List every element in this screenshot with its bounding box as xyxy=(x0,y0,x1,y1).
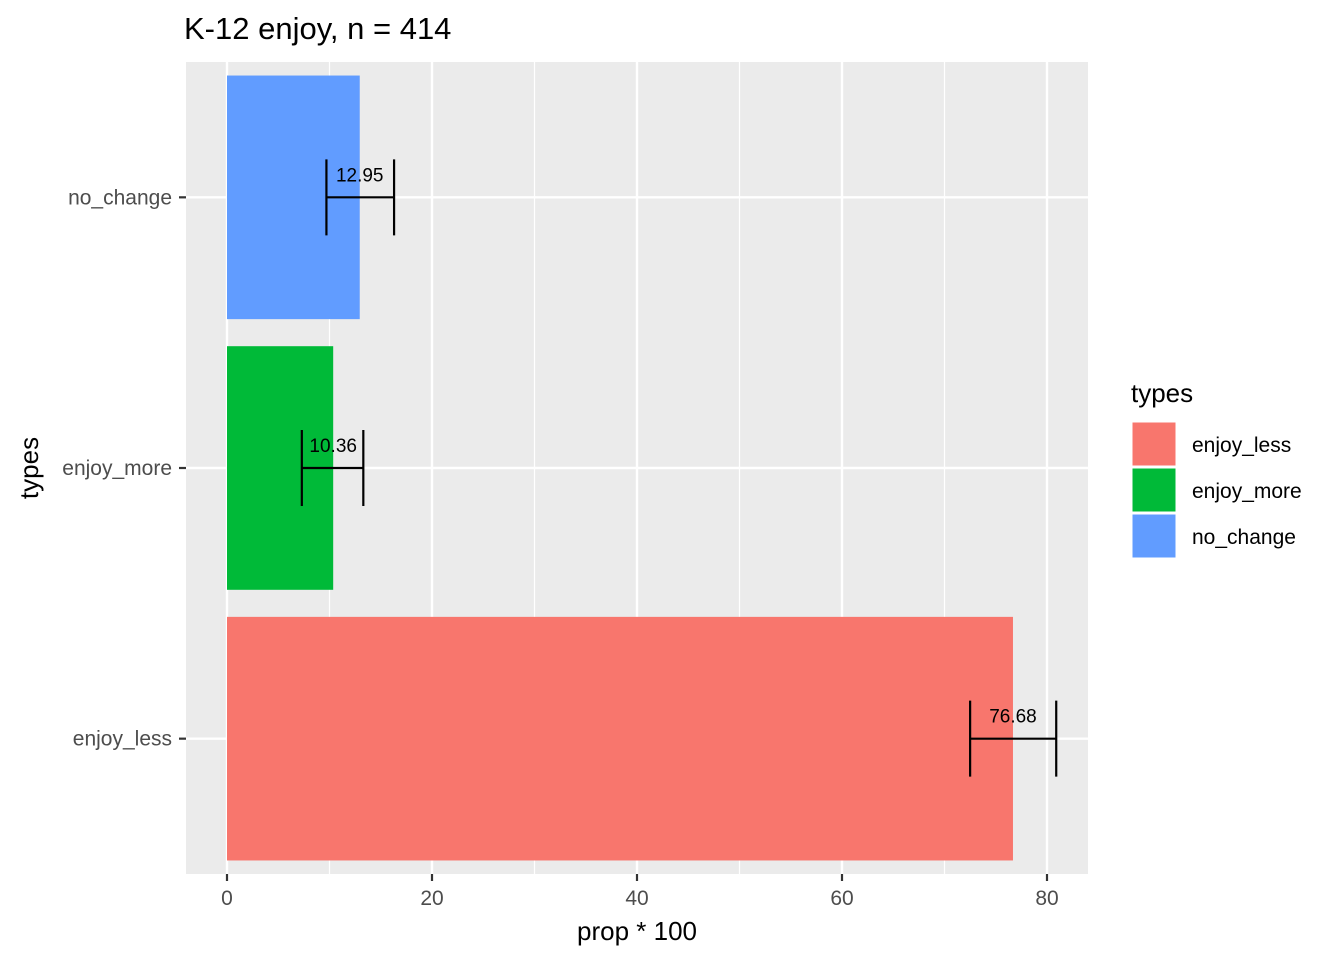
error-bars xyxy=(300,159,1058,777)
legend-key-enjoy-more xyxy=(1131,467,1177,513)
x-tick-label: 60 xyxy=(830,887,853,910)
x-tick-label: 80 xyxy=(1035,887,1058,910)
chart-title: K-12 enjoy, n = 414 xyxy=(184,11,451,46)
error-bar-no-change xyxy=(325,159,396,236)
legend-label-no-change: no_change xyxy=(1192,526,1296,549)
legend: types enjoy_less enjoy_more no_change xyxy=(1131,378,1302,559)
error-bar-enjoy-less xyxy=(969,700,1058,777)
y-tick-label: enjoy_more xyxy=(62,457,172,480)
x-axis-title: prop * 100 xyxy=(577,916,697,946)
x-tick-label: 20 xyxy=(420,887,443,910)
data-label-enjoy-less: 76.68 xyxy=(989,707,1037,728)
legend-label-enjoy-more: enjoy_more xyxy=(1192,480,1302,503)
data-label-no-change: 12.95 xyxy=(336,165,384,186)
legend-label-enjoy-less: enjoy_less xyxy=(1192,434,1291,457)
data-label-enjoy-more: 10.36 xyxy=(309,436,357,457)
error-bar-enjoy-more xyxy=(300,430,365,506)
x-tick-label: 40 xyxy=(625,887,648,910)
x-axis: 0 20 40 60 80 xyxy=(221,874,1059,910)
y-tick-label: no_change xyxy=(68,186,172,209)
x-tick-label: 0 xyxy=(221,887,233,910)
y-axis: enjoy_less enjoy_more no_change xyxy=(62,186,186,751)
data-labels: 76.68 10.36 12.95 xyxy=(309,165,1036,727)
legend-key-no-change xyxy=(1131,513,1177,559)
bars xyxy=(227,75,1013,861)
y-tick-label: enjoy_less xyxy=(73,728,172,751)
bar-enjoy-less xyxy=(227,616,1013,861)
legend-key-enjoy-less xyxy=(1131,421,1177,467)
legend-title: types xyxy=(1131,378,1193,408)
y-axis-title: types xyxy=(14,437,44,499)
